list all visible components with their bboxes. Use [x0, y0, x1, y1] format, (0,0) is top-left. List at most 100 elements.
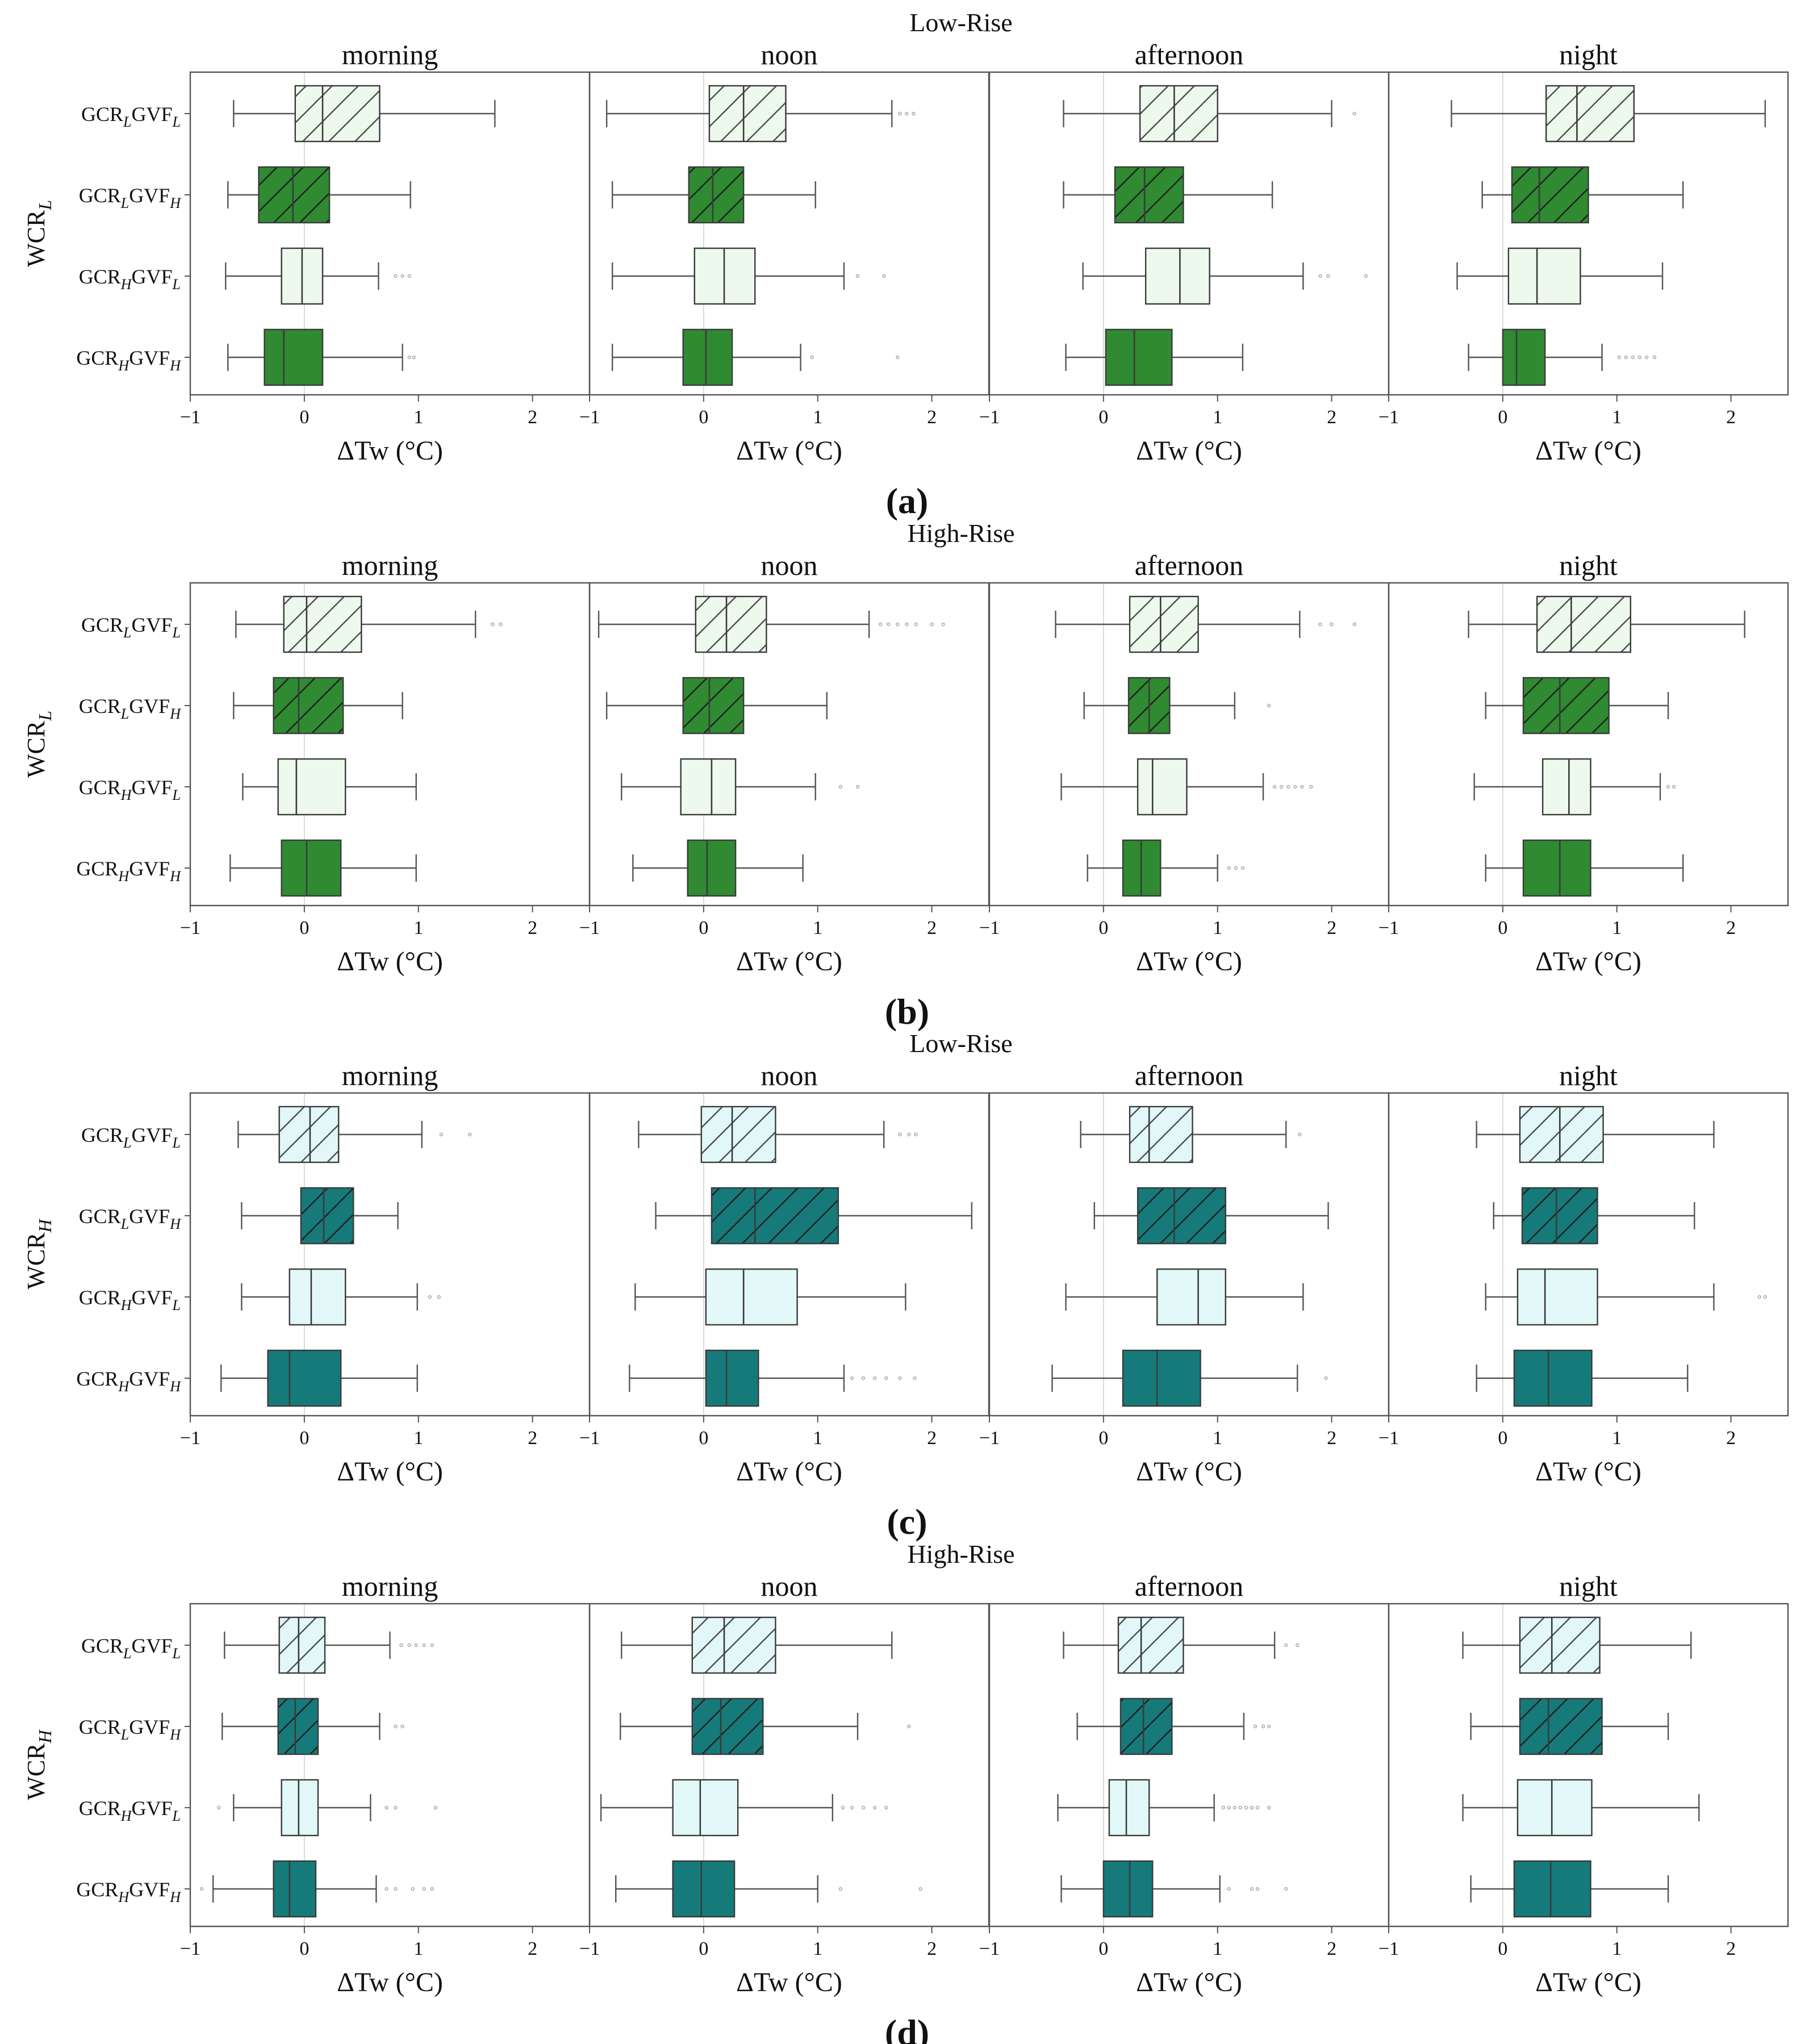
x-tick-label: 2 — [528, 1428, 537, 1449]
outlier-point — [1763, 1295, 1768, 1299]
x-axis-label: ΔTw (°C) — [337, 1457, 443, 1487]
x-axis-label: ΔTw (°C) — [736, 436, 842, 466]
box-2 — [225, 247, 411, 305]
subplot-afternoon: afternoon −1 0 1 2 ΔTw (°C) — [979, 549, 1390, 977]
x-tick-label: 1 — [813, 917, 822, 938]
outlier-point — [1250, 1805, 1254, 1810]
outlier-point — [930, 622, 934, 627]
outlier-point — [1267, 1805, 1271, 1810]
row-label-part: H — [120, 787, 132, 803]
row-label-part: GVF — [132, 1797, 173, 1820]
row-label: GCRLGVFL — [81, 1634, 181, 1662]
box-3 — [220, 1349, 418, 1407]
box-3 — [227, 328, 416, 386]
box-0 — [235, 595, 503, 653]
row-label-part: H — [169, 357, 181, 374]
panel-tag: (a) — [886, 481, 929, 521]
outlier-point — [1300, 785, 1304, 789]
outlier-point — [872, 1376, 877, 1380]
outlier-point — [1286, 785, 1290, 789]
x-tick-label: 0 — [1098, 917, 1108, 938]
row-label-part: H — [118, 1378, 129, 1395]
x-tick-label: 1 — [413, 1938, 423, 1959]
subplot-title: noon — [761, 549, 818, 581]
iqr-box — [1137, 1187, 1226, 1245]
box-2 — [1057, 1779, 1271, 1837]
x-tick-label: 1 — [813, 407, 822, 428]
row-label-part: L — [123, 1134, 131, 1151]
outlier-point — [941, 622, 945, 627]
row-label-part: L — [172, 624, 181, 641]
outlier-point — [414, 1643, 418, 1647]
x-tick-label: 2 — [927, 1428, 937, 1449]
iqr-box — [1519, 1697, 1603, 1755]
box-1 — [1485, 677, 1669, 735]
iqr-box — [691, 1616, 776, 1674]
x-tick-label: 2 — [1726, 1428, 1736, 1449]
outlier-point — [896, 355, 900, 360]
iqr-box — [1129, 1106, 1193, 1163]
box-0 — [598, 595, 945, 653]
box-0 — [1063, 85, 1356, 143]
iqr-box — [672, 1779, 739, 1837]
row-label-part: GVF — [129, 1878, 170, 1901]
x-tick-label: 0 — [1098, 407, 1108, 428]
subplot-noon: noon −1 0 1 2 ΔTw (°C) — [579, 39, 990, 466]
box-3 — [629, 1349, 917, 1407]
iqr-box — [1122, 1349, 1201, 1407]
iqr-box — [695, 595, 767, 653]
box-3 — [199, 1860, 435, 1918]
subplot-morning: morning −1 0 1 2 ΔTw (°C) — [180, 39, 591, 466]
x-tick-label: 1 — [413, 407, 423, 428]
box-2 — [217, 1779, 438, 1837]
iqr-box — [688, 166, 745, 224]
x-tick-label: 2 — [927, 1938, 937, 1959]
row-label-part: GCR — [76, 1367, 118, 1390]
outlier-point — [422, 1643, 426, 1647]
y-axis-label-subscript: L — [35, 200, 55, 211]
iqr-box — [1516, 1779, 1593, 1837]
box-2 — [621, 758, 860, 816]
row-label: GCRLGVFL — [81, 1124, 181, 1151]
row-label: GCRHGVFH — [76, 857, 181, 885]
box-0 — [605, 85, 916, 143]
panel-tag: (c) — [887, 1501, 927, 1542]
iqr-box — [1117, 1616, 1184, 1674]
row-label: GCRLGVFH — [79, 1205, 182, 1232]
iqr-box — [705, 1268, 798, 1326]
box-0 — [1468, 595, 1745, 653]
outlier-point — [1296, 1643, 1300, 1647]
box-3 — [1468, 328, 1657, 386]
x-tick-label: 0 — [299, 407, 309, 428]
panel-tag: (d) — [885, 2012, 929, 2044]
subplot-title: afternoon — [1135, 549, 1244, 581]
row-label-part: GVF — [129, 347, 170, 369]
outlier-point — [855, 274, 860, 278]
outlier-point — [898, 1376, 902, 1380]
x-tick-label: 2 — [1726, 407, 1736, 428]
x-tick-label: 2 — [528, 407, 537, 428]
outlier-point — [1227, 1887, 1231, 1891]
x-tick-label: 0 — [1098, 1938, 1108, 1959]
x-axis-label: ΔTw (°C) — [736, 1457, 842, 1487]
outlier-point — [907, 1724, 911, 1729]
x-tick-label: 2 — [528, 1938, 537, 1959]
row-label: GCRLGVFH — [79, 1716, 182, 1743]
outlier-point — [394, 1724, 398, 1729]
outlier-point — [884, 1376, 888, 1380]
outlier-point — [1324, 1376, 1328, 1380]
subplot-frame — [988, 1603, 1390, 1928]
x-tick-label: 0 — [699, 1428, 708, 1449]
iqr-box — [1139, 85, 1218, 143]
outlier-point — [394, 1805, 398, 1810]
x-tick-label: 0 — [1498, 917, 1507, 938]
x-tick-label: −1 — [180, 407, 200, 428]
subplot-night: night −1 0 1 2 ΔTw (°C) — [1378, 39, 1789, 466]
outlier-point — [467, 1132, 472, 1137]
outlier-point — [491, 622, 495, 627]
x-axis-label: ΔTw (°C) — [337, 1967, 443, 1997]
outlier-point — [1284, 1887, 1288, 1891]
subplot-morning: morning −1 0 1 2 ΔTw (°C) — [180, 549, 591, 977]
x-axis-label: ΔTw (°C) — [736, 946, 842, 977]
